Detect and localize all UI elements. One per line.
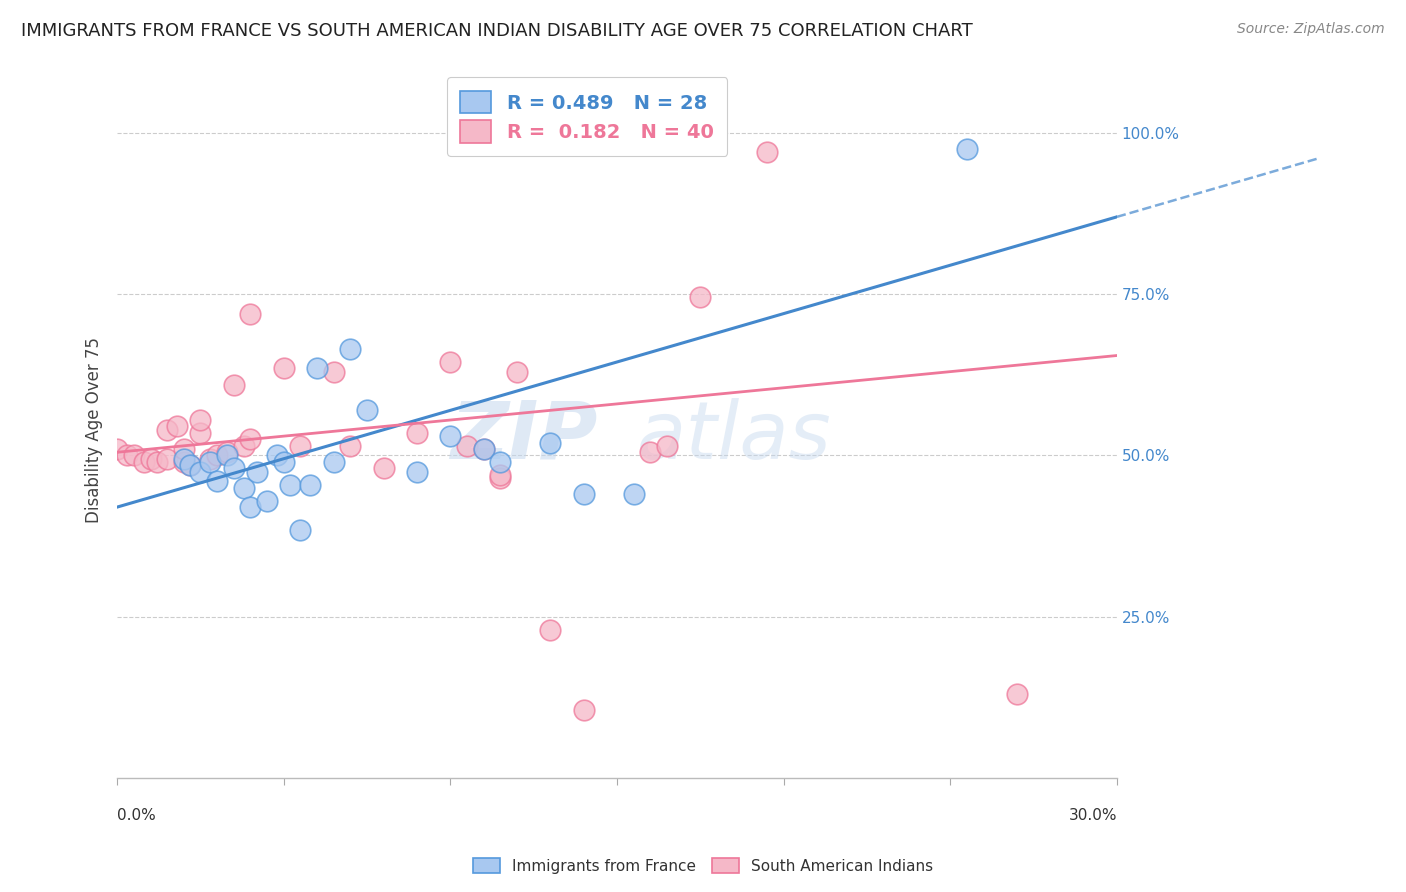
Point (356, 403, 378, 417)
Text: 0.0%: 0.0% (117, 808, 156, 823)
Point (156, 423, 179, 437)
Point (406, 465, 429, 479)
Point (373, 461, 395, 475)
Point (956, 142, 979, 156)
Legend: R = 0.489   N = 28, R =  0.182   N = 40: R = 0.489 N = 28, R = 0.182 N = 40 (447, 78, 727, 156)
Point (239, 500, 262, 514)
Point (623, 487, 645, 501)
Point (572, 703, 595, 717)
Point (139, 451, 162, 466)
Point (290, 439, 312, 453)
Point (205, 449, 228, 463)
Text: IMMIGRANTS FROM FRANCE VS SOUTH AMERICAN INDIAN DISABILITY AGE OVER 75 CORRELATI: IMMIGRANTS FROM FRANCE VS SOUTH AMERICAN… (21, 22, 973, 40)
Point (456, 439, 478, 453)
Legend: Immigrants from France, South American Indians: Immigrants from France, South American I… (467, 852, 939, 880)
Point (166, 419, 188, 434)
Point (239, 433, 262, 447)
Point (179, 458, 201, 472)
Point (222, 377, 245, 392)
Point (689, 291, 711, 305)
Point (406, 425, 429, 440)
Point (273, 455, 295, 469)
Point (538, 435, 561, 450)
Point (132, 455, 155, 469)
Point (280, 477, 302, 491)
Point (472, 442, 495, 456)
Point (246, 465, 269, 479)
Point (173, 455, 195, 469)
Point (755, 145, 778, 160)
Point (273, 361, 295, 376)
Point (322, 455, 344, 469)
Point (232, 481, 254, 495)
Point (640, 445, 662, 459)
Point (232, 439, 254, 453)
Point (146, 455, 169, 469)
Point (173, 442, 195, 456)
Point (256, 493, 278, 508)
Point (1005, 687, 1028, 701)
Point (489, 471, 512, 485)
Point (190, 425, 212, 440)
Point (538, 623, 561, 637)
Point (122, 449, 145, 463)
Point (200, 455, 222, 469)
Point (439, 429, 461, 443)
Point (472, 442, 495, 456)
Point (307, 361, 329, 376)
Text: atlas: atlas (637, 398, 832, 475)
Point (339, 342, 361, 356)
Point (339, 439, 361, 453)
Point (217, 449, 239, 463)
Point (115, 449, 138, 463)
Point (156, 451, 179, 466)
Point (489, 455, 512, 469)
Point (217, 445, 239, 459)
Y-axis label: Disability Age Over 75: Disability Age Over 75 (86, 336, 103, 523)
Point (299, 477, 322, 491)
Point (173, 451, 195, 466)
Point (439, 355, 461, 369)
Point (506, 365, 529, 379)
Point (489, 467, 512, 482)
Point (290, 523, 312, 537)
Point (190, 413, 212, 427)
Point (105, 442, 128, 456)
Text: 30.0%: 30.0% (1069, 808, 1116, 823)
Point (322, 365, 344, 379)
Point (190, 465, 212, 479)
Point (239, 307, 262, 321)
Point (572, 487, 595, 501)
Point (266, 449, 288, 463)
Point (200, 451, 222, 466)
Text: ZIP: ZIP (450, 398, 598, 475)
Point (179, 458, 201, 472)
Point (205, 475, 228, 489)
Point (222, 461, 245, 475)
Point (655, 439, 678, 453)
Text: Source: ZipAtlas.com: Source: ZipAtlas.com (1237, 22, 1385, 37)
